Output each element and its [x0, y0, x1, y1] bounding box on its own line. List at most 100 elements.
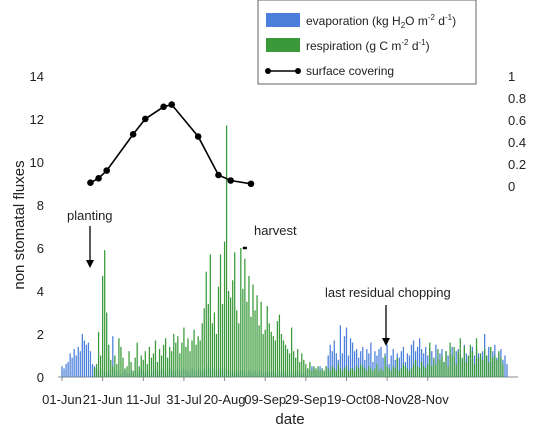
respiration-bar [207, 303, 209, 377]
respiration-bar [394, 368, 396, 377]
respiration-bar [473, 364, 476, 377]
respiration-bar [230, 297, 232, 377]
evaporation-bar [345, 327, 348, 377]
evaporation-bar [398, 357, 400, 377]
evaporation-bar [406, 353, 409, 377]
respiration-bar [242, 288, 244, 377]
respiration-bar [264, 329, 266, 377]
respiration-bar [372, 370, 374, 377]
respiration-bar [345, 366, 348, 377]
respiration-bar [232, 280, 234, 377]
respiration-bar [439, 359, 441, 377]
evaporation-bar [400, 351, 402, 377]
respiration-bar [299, 361, 301, 377]
respiration-bar [134, 357, 136, 377]
respiration-bar [475, 338, 478, 377]
surface-covering-point [194, 133, 202, 140]
evaporation-bar [83, 340, 85, 377]
respiration-bar [244, 258, 246, 377]
y-axis-title: non stomatal fluxes [11, 160, 28, 289]
respiration-bar [341, 370, 344, 377]
respiration-bar [429, 342, 431, 377]
respiration-bar [160, 355, 163, 377]
y-tick-label: 2 [37, 327, 44, 342]
evaporation-bar [333, 340, 335, 377]
evaporation-bar [358, 357, 360, 377]
respiration-bar [187, 338, 189, 377]
respiration-bar [459, 338, 461, 377]
respiration-bar [209, 254, 211, 377]
evaporation-bar [416, 346, 419, 377]
respiration-bar [173, 334, 175, 377]
respiration-bar [234, 252, 236, 377]
respiration-bar [396, 357, 398, 377]
respiration-bar [120, 346, 122, 377]
respiration-bar [122, 357, 124, 377]
respiration-bar [197, 336, 199, 377]
respiration-legend-label: respiration (g C m-2 d-1) [306, 38, 430, 53]
respiration-bar [364, 368, 366, 377]
respiration-bar [130, 361, 132, 377]
surface-covering-series [87, 101, 255, 188]
respiration-bar [128, 351, 130, 377]
respiration-bar [388, 368, 390, 377]
evaporation-bar [374, 351, 376, 377]
x-axis-title: date [275, 411, 304, 428]
y2-tick-label: 0 [508, 179, 515, 194]
respiration-bar [471, 351, 474, 377]
y-tick-label: 0 [37, 370, 44, 385]
respiration-bar [195, 344, 197, 377]
evaporation-bar [339, 325, 342, 377]
respiration-bar [382, 370, 384, 377]
respiration-bar [156, 361, 159, 377]
respiration-bar [368, 366, 370, 377]
evaporation-bar [69, 353, 71, 377]
respiration-legend-swatch [266, 38, 300, 52]
respiration-bar [353, 370, 356, 377]
respiration-bar [138, 366, 140, 377]
respiration-bar [185, 346, 187, 377]
x-tick-label: 09-Sep [244, 392, 286, 407]
y2-tick-label: 0.2 [508, 157, 526, 172]
x-tick-label: 21-Jun [83, 392, 123, 407]
respiration-bar [315, 368, 317, 377]
respiration-bar [252, 284, 254, 377]
respiration-bar [453, 346, 455, 377]
evaporation-bar [73, 349, 75, 377]
respiration-bar [323, 370, 325, 377]
evaporation-bar [341, 353, 344, 377]
respiration-bar [142, 359, 144, 377]
respiration-bar [406, 368, 409, 377]
respiration-bar [162, 344, 165, 377]
respiration-bar [152, 353, 155, 377]
respiration-bar [431, 366, 433, 377]
respiration-bar [457, 351, 459, 377]
respiration-bar [246, 301, 248, 377]
respiration-bar [158, 349, 161, 377]
respiration-bar [321, 368, 323, 377]
respiration-bar [211, 323, 213, 377]
respiration-bar [347, 370, 350, 377]
respiration-bar [203, 308, 205, 377]
surface-covering-point [142, 115, 149, 123]
respiration-bar [380, 368, 382, 377]
evaporation-bar [65, 364, 67, 377]
evaporation-bar [408, 355, 411, 377]
respiration-bar [223, 241, 226, 377]
respiration-bar [502, 364, 504, 377]
respiration-bar [290, 327, 293, 377]
respiration-bar [319, 370, 321, 377]
evaporation-bar [380, 346, 382, 377]
evaporation-bar [425, 346, 427, 377]
x-tick-label: 31-Jul [166, 392, 202, 407]
respiration-bar [258, 325, 260, 377]
respiration-bar [463, 346, 465, 377]
surface-covering-legend-label: surface covering [306, 64, 394, 78]
respiration-bar [305, 364, 307, 377]
respiration-bar [309, 361, 311, 377]
y-tick-label: 10 [30, 155, 44, 170]
respiration-bar [254, 310, 256, 377]
respiration-bar [362, 366, 364, 377]
respiration-bar [360, 364, 362, 377]
evaporation-bar [79, 351, 81, 377]
